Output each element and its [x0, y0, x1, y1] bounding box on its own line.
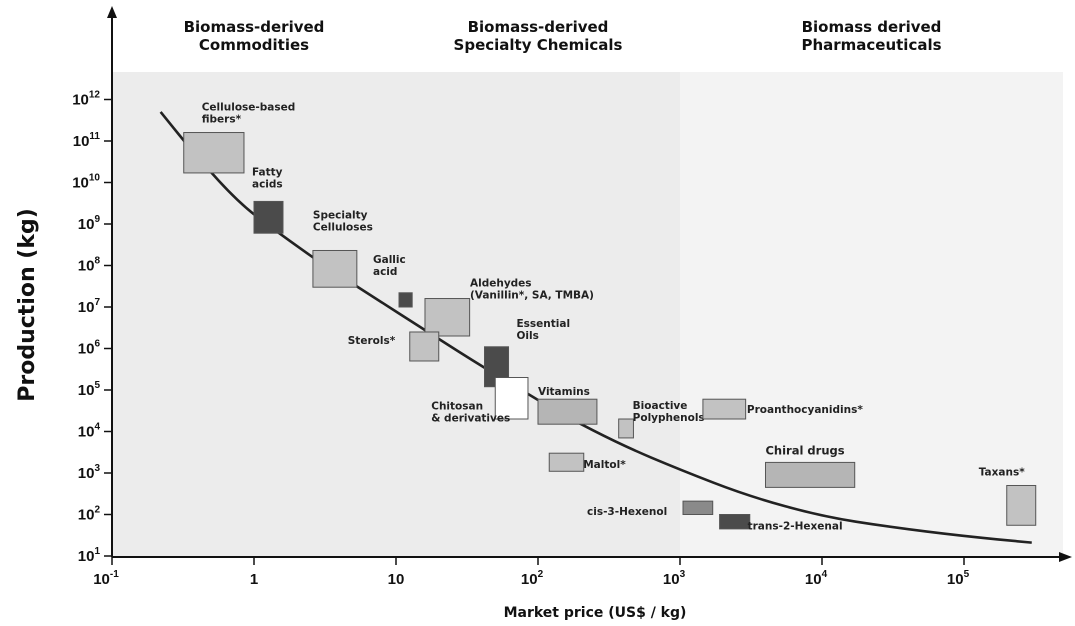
region-shade	[112, 72, 396, 556]
item-label: Maltol*	[583, 459, 626, 471]
item-box	[764, 461, 856, 488]
item-box	[682, 500, 714, 515]
axes-layer	[107, 6, 1072, 562]
item-box	[494, 377, 529, 420]
item-box	[424, 298, 471, 337]
y-tick-label: 105	[78, 380, 101, 399]
x-tick-label: 10-1	[93, 569, 119, 588]
y-tick-label: 109	[78, 214, 101, 233]
region-title: Biomass-derived	[468, 18, 609, 36]
item-label: Gallic	[373, 254, 406, 266]
y-tick-label: 101	[78, 546, 101, 565]
y-tick-label: 102	[78, 505, 101, 524]
item-label: & derivatives	[431, 413, 510, 425]
region-title: Specialty Chemicals	[454, 36, 623, 54]
item-box	[183, 132, 245, 174]
region-title: Commodities	[199, 36, 309, 54]
x-tick-label: 105	[947, 569, 970, 588]
x-tick-label: 104	[805, 569, 828, 588]
item-label: Proanthocyanidins*	[747, 404, 863, 416]
item-box	[1006, 484, 1037, 526]
item-label: Bioactive	[633, 400, 688, 412]
item-label: Cellulose-based	[202, 102, 296, 114]
item-box	[253, 200, 284, 234]
y-tick-label: 107	[78, 297, 101, 316]
x-tick-label: 10	[388, 571, 405, 588]
item-label: Chiral drugs	[765, 443, 844, 457]
item-label: trans-2-Hexenal	[748, 521, 843, 533]
region-title: Biomass-derived	[184, 18, 325, 36]
item-label: acid	[373, 266, 397, 278]
x-tick-label: 102	[521, 569, 544, 588]
x-axis-label: Market price (US$ / kg)	[504, 605, 687, 621]
y-tick-label: 103	[78, 463, 101, 482]
item-label: Taxans*	[979, 466, 1025, 478]
item-label: (Vanillin*, SA, TMBA)	[470, 290, 594, 302]
item-label: Sterols*	[348, 335, 396, 347]
ticks-layer: 10-1 1 10 102 103 104 105 101 102 103 104 105 106 107…	[72, 90, 969, 589]
item-label: Aldehydes	[470, 278, 532, 290]
x-axis-arrow-icon	[1059, 552, 1072, 562]
item-box	[409, 331, 440, 362]
item-label: Vitamins	[538, 386, 590, 398]
item-box	[618, 418, 634, 439]
item-label: Oils	[517, 330, 539, 342]
item-box	[312, 249, 358, 288]
y-tick-label: 1012	[72, 90, 100, 109]
y-tick-label: 106	[78, 339, 101, 358]
y-tick-label: 1010	[72, 173, 100, 192]
item-box	[548, 452, 585, 472]
item-box	[537, 398, 598, 425]
region-title: Biomass derived	[802, 18, 942, 36]
y-axis-arrow-icon	[107, 6, 117, 18]
item-label: cis-3-Hexenol	[587, 506, 667, 518]
item-label: Polyphenols	[633, 412, 705, 424]
item-label: Chitosan	[431, 401, 483, 413]
region-shade	[680, 72, 1063, 556]
y-axis-label: Production (kg)	[15, 208, 40, 402]
item-box	[702, 398, 747, 420]
y-tick-label: 108	[78, 256, 101, 275]
y-tick-label: 1011	[73, 131, 101, 150]
item-label: Celluloses	[313, 221, 373, 233]
x-tick-label: 103	[663, 569, 686, 588]
item-label: Essential	[517, 318, 571, 330]
item-label: acids	[252, 178, 283, 190]
x-tick-label: 1	[250, 571, 258, 588]
item-box	[398, 292, 413, 308]
item-label: fibers*	[202, 114, 242, 126]
region-title: Pharmaceuticals	[801, 36, 941, 54]
item-box	[719, 514, 751, 530]
item-label: Fatty	[252, 166, 283, 178]
y-tick-label: 104	[78, 422, 101, 441]
regions-layer: Biomass-derivedCommoditiesBiomass-derive…	[112, 18, 1063, 556]
item-label: Specialty	[313, 209, 368, 221]
